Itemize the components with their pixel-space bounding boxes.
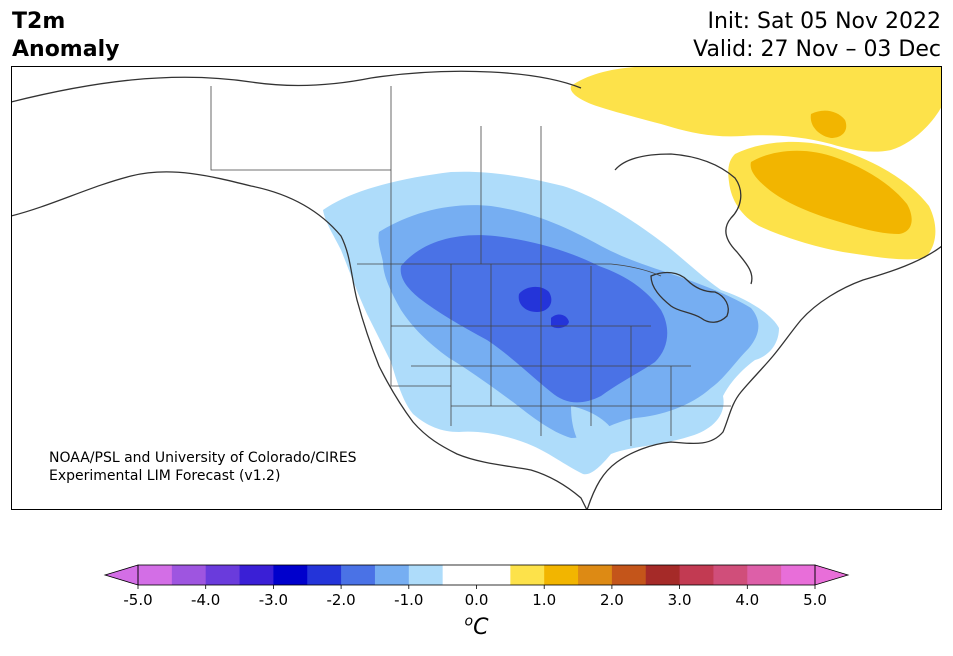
anomaly-band-medium-blue bbox=[400, 235, 668, 403]
colorbar-ticks: -5.0 -4.0 -3.0 -2.0 -1.0 0.0 1.0 2.0 3.0 4.0 5.0 bbox=[123, 585, 827, 609]
title-anomaly: Anomaly bbox=[12, 37, 120, 62]
warm-anomaly-shading bbox=[570, 66, 942, 260]
colorbar-bin bbox=[442, 565, 477, 585]
colorbar-bin bbox=[578, 565, 613, 585]
cold-anomaly-shading bbox=[323, 171, 779, 475]
colorbar-tick-label: 4.0 bbox=[735, 591, 759, 609]
unit-celsius: C bbox=[473, 615, 489, 641]
border-line-1 bbox=[390, 264, 451, 387]
northern-coast-line bbox=[11, 70, 582, 103]
colorbar-bin bbox=[679, 565, 714, 585]
hudson-bay-line bbox=[614, 153, 753, 285]
colorbar-tick-label: 1.0 bbox=[532, 591, 556, 609]
canada-prov-1 bbox=[210, 86, 391, 171]
map-frame bbox=[11, 66, 942, 510]
colorbar-bin bbox=[510, 565, 545, 585]
colorbar-tick-label: -3.0 bbox=[259, 591, 288, 609]
valid-date: Valid: 27 Nov – 03 Dec bbox=[693, 37, 941, 62]
anomaly-band-yellow-arctic bbox=[570, 66, 942, 152]
colorbar-bin bbox=[239, 565, 274, 585]
colorbar-tick-label: 0.0 bbox=[465, 591, 489, 609]
colorbar-bin bbox=[611, 565, 647, 585]
colorbar-tick-label: 5.0 bbox=[803, 591, 827, 609]
colorbar-tick-label: -4.0 bbox=[191, 591, 220, 609]
us-canada-border bbox=[357, 263, 662, 277]
west-coast-line bbox=[11, 171, 588, 510]
colorbar-bin bbox=[645, 565, 681, 585]
colorbar-unit: oC bbox=[0, 614, 953, 640]
colorbar-bin bbox=[307, 565, 342, 585]
colorbar-bin bbox=[205, 565, 241, 585]
credit-line-1: NOAA/PSL and University of Colorado/CIRE… bbox=[49, 450, 357, 466]
credit-line-2: Experimental LIM Forecast (v1.2) bbox=[49, 468, 281, 484]
map-title: T2m Anomaly bbox=[12, 8, 119, 64]
colorbar-tick-label: -1.0 bbox=[394, 591, 423, 609]
forecast-dates: Init: Sat 05 Nov 2022 Valid: 27 Nov – 03… bbox=[693, 8, 941, 64]
colorbar-tick-label: -2.0 bbox=[326, 591, 355, 609]
colorbar-bin bbox=[374, 565, 410, 585]
colorbar-bin bbox=[341, 565, 376, 585]
anomaly-map bbox=[11, 66, 942, 510]
colorbar-bin bbox=[544, 565, 579, 585]
colorbar-bin bbox=[476, 565, 511, 585]
anomaly-band-dark-blue bbox=[518, 286, 552, 312]
great-lakes-outline bbox=[650, 271, 729, 323]
colorbar-bin bbox=[171, 565, 207, 585]
colorbar-bin bbox=[273, 565, 308, 585]
coastlines bbox=[11, 70, 942, 510]
political-borders bbox=[210, 86, 731, 446]
gulf-coast-line bbox=[586, 245, 942, 510]
init-date: Init: Sat 05 Nov 2022 bbox=[707, 9, 941, 34]
colorbar-bin bbox=[138, 565, 173, 585]
colorbar-extend-low bbox=[103, 564, 139, 586]
colorbar-extend-high bbox=[814, 564, 850, 586]
gulf-of-mexico-light bbox=[571, 406, 617, 452]
credit-text: NOAA/PSL and University of Colorado/CIRE… bbox=[49, 449, 357, 485]
title-variable: T2m bbox=[12, 9, 66, 34]
colorbar-bin bbox=[713, 565, 748, 585]
colorbar-bin bbox=[781, 565, 816, 585]
colorbar-bin bbox=[408, 565, 444, 585]
anomaly-band-orange-east-canada bbox=[750, 150, 912, 234]
unit-degree: o bbox=[464, 614, 474, 630]
colorbar-tick-label: 3.0 bbox=[668, 591, 692, 609]
colorbar-bins bbox=[138, 565, 816, 585]
anomaly-band-dark-blue-small bbox=[551, 314, 569, 329]
anomaly-band-orange-arctic bbox=[810, 110, 847, 138]
colorbar-bin bbox=[747, 565, 782, 585]
colorbar: -5.0 -4.0 -3.0 -2.0 -1.0 0.0 1.0 2.0 3.0 4.0 5.0 bbox=[103, 564, 850, 609]
colorbar-tick-label: -5.0 bbox=[123, 591, 152, 609]
colorbar-tick-label: 2.0 bbox=[600, 591, 624, 609]
